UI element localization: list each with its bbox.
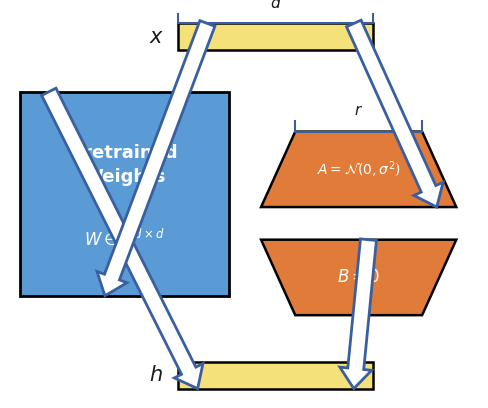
Text: $A = \mathcal{N}(0,\sigma^2)$: $A = \mathcal{N}(0,\sigma^2)$ [317, 159, 401, 180]
Text: $x$: $x$ [149, 27, 163, 47]
Bar [178, 23, 373, 50]
Polygon shape [340, 239, 376, 388]
Text: Pretrained
Weights: Pretrained Weights [71, 144, 178, 186]
Bar [178, 362, 373, 388]
Text: $+$: $+$ [235, 405, 258, 408]
Polygon shape [97, 21, 215, 296]
Text: $r$: $r$ [354, 103, 363, 118]
Polygon shape [261, 132, 456, 207]
Text: $d$: $d$ [270, 0, 282, 11]
Bar [20, 92, 229, 296]
Text: $h$: $h$ [149, 365, 163, 386]
Text: $W \in \mathbb{R}^{d \times d}$: $W \in \mathbb{R}^{d \times d}$ [84, 228, 165, 249]
Polygon shape [41, 88, 203, 388]
Text: $B = 0$: $B = 0$ [337, 268, 380, 286]
Polygon shape [261, 240, 456, 315]
Polygon shape [346, 20, 443, 207]
